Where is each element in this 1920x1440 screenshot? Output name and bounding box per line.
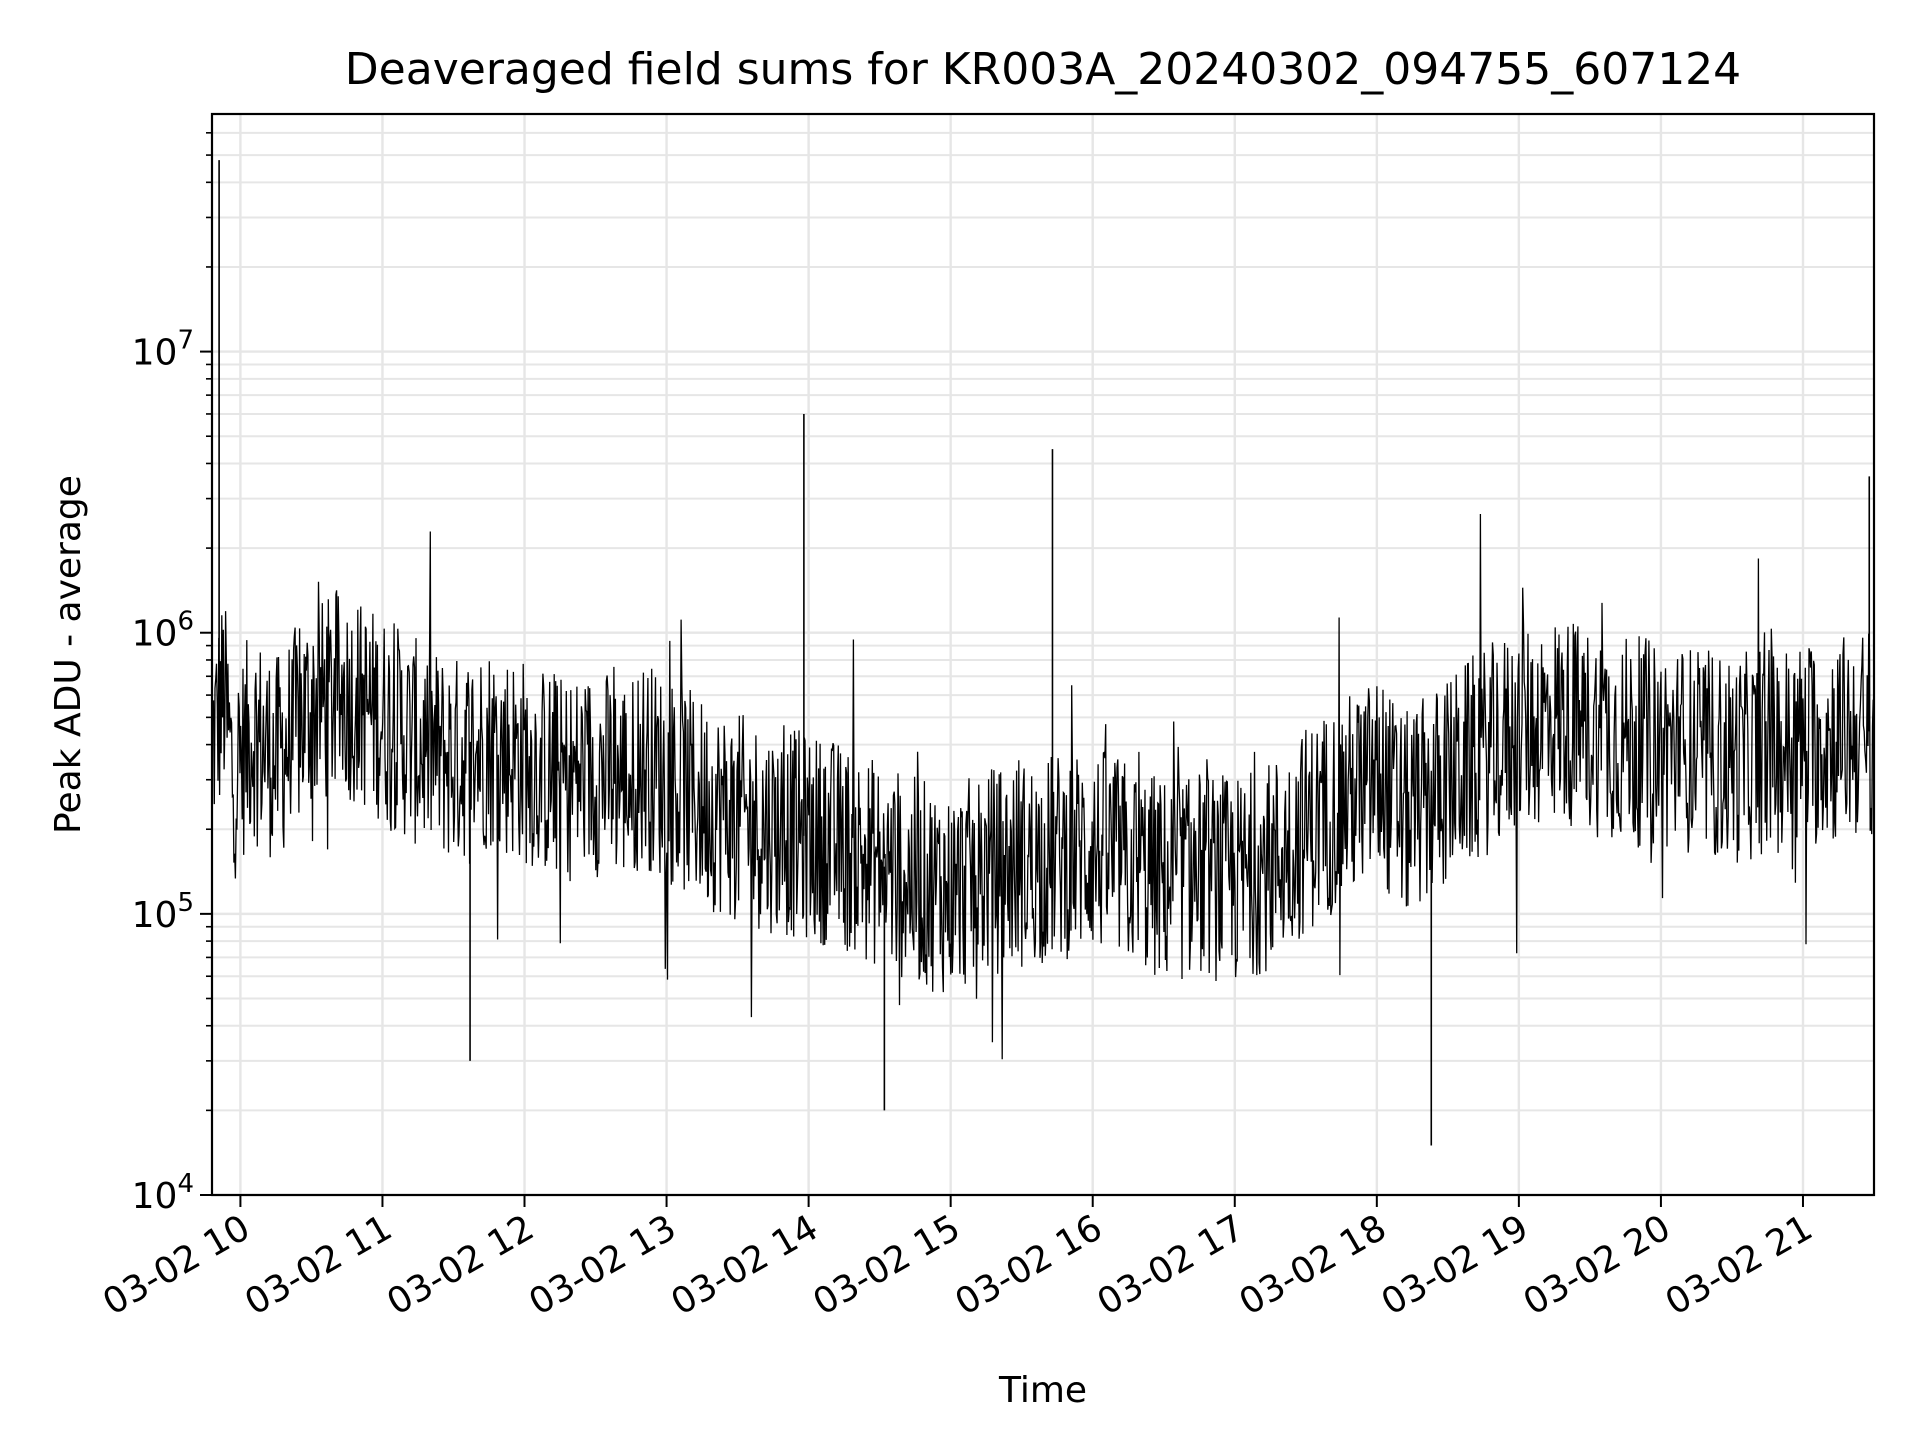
y-tick-label: 105 bbox=[132, 888, 194, 936]
series-layer bbox=[211, 160, 1875, 1146]
y-axis: 104 105 106 107 bbox=[132, 132, 212, 1217]
y-tick-label: 107 bbox=[132, 326, 194, 374]
y-tick-label: 104 bbox=[132, 1169, 194, 1217]
plot-frame bbox=[210, 112, 1876, 1197]
y-tick-label: 106 bbox=[132, 607, 194, 655]
x-axis-label: Time bbox=[998, 1370, 1087, 1411]
chart-title: Deaveraged field sums for KR003A_2024030… bbox=[345, 44, 1741, 95]
y-axis-label: Peak ADU - average bbox=[48, 475, 89, 834]
series-line bbox=[211, 513, 1875, 1060]
